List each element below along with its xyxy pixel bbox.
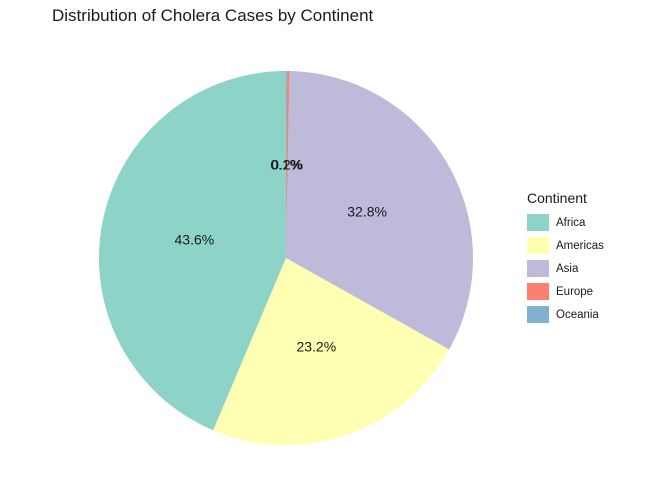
slice-label-americas: 23.2% bbox=[296, 338, 336, 354]
slice-americas bbox=[213, 258, 450, 445]
slice-asia bbox=[286, 71, 473, 350]
slice-africa bbox=[99, 71, 286, 431]
legend-label-africa: Africa bbox=[556, 216, 586, 229]
legend-swatch-americas bbox=[527, 237, 549, 254]
legend-item-europe: Europe bbox=[527, 280, 604, 303]
legend-label-europe: Europe bbox=[556, 285, 594, 298]
legend-label-americas: Americas bbox=[556, 239, 604, 252]
slice-label-europe: 0.2% bbox=[271, 157, 303, 173]
slice-europe bbox=[286, 71, 290, 259]
legend-swatch-africa bbox=[527, 214, 549, 231]
legend-label-oceania: Oceania bbox=[556, 308, 599, 321]
legend-items: Africa Americas Asia Europe Oceania bbox=[527, 211, 604, 326]
legend-title: Continent bbox=[527, 190, 587, 206]
legend-item-asia: Asia bbox=[527, 257, 604, 280]
legend-swatch-europe bbox=[527, 283, 549, 300]
slice-oceania bbox=[286, 71, 288, 258]
legend: Continent Africa Americas Asia Europe Oceani… bbox=[527, 190, 604, 326]
pie-slices bbox=[99, 71, 473, 445]
pie-labels: 43.6% 23.2% 32.8% 0.2%0.1% bbox=[175, 157, 387, 355]
legend-item-africa: Africa bbox=[527, 211, 604, 234]
legend-item-oceania: Oceania bbox=[527, 303, 604, 326]
legend-label-asia: Asia bbox=[556, 262, 579, 275]
slice-label-oceania: 0.1% bbox=[270, 157, 302, 173]
slice-label-africa: 43.6% bbox=[175, 231, 215, 247]
chart-title: Distribution of Cholera Cases by Contine… bbox=[52, 6, 374, 25]
legend-item-americas: Americas bbox=[527, 234, 604, 257]
slice-label-asia: 32.8% bbox=[347, 204, 387, 220]
legend-swatch-oceania bbox=[527, 306, 549, 323]
legend-swatch-asia bbox=[527, 260, 549, 277]
